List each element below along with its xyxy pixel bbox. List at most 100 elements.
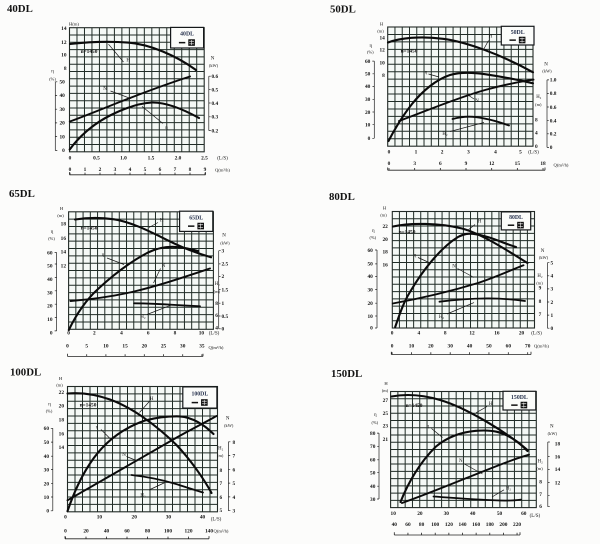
svg-text:60: 60: [370, 458, 376, 464]
svg-text:18: 18: [61, 221, 67, 227]
svg-text:(m): (m): [535, 102, 542, 107]
svg-text:2.5: 2.5: [222, 262, 229, 268]
svg-text:15: 15: [122, 343, 128, 349]
svg-text:80DL: 80DL: [509, 215, 523, 221]
svg-text:8: 8: [219, 468, 222, 474]
svg-text:Q(m³/h): Q(m³/h): [534, 343, 549, 348]
svg-text:4: 4: [417, 331, 420, 337]
svg-text:Q(m³/h): Q(m³/h): [215, 168, 230, 173]
svg-text:8: 8: [174, 331, 177, 337]
svg-text:H₂: H₂: [215, 282, 220, 287]
svg-text:(m): (m): [214, 289, 221, 294]
svg-text:20: 20: [59, 121, 65, 127]
svg-text:η: η: [427, 425, 430, 430]
svg-text:(%): (%): [372, 420, 379, 425]
svg-text:3: 3: [114, 167, 117, 173]
svg-text:5: 5: [519, 150, 522, 156]
svg-text:η: η: [165, 126, 168, 131]
svg-text:(%): (%): [46, 409, 53, 414]
svg-text:9: 9: [539, 286, 542, 292]
svg-text:H: H: [478, 220, 482, 225]
svg-text:(kW): (kW): [220, 241, 230, 246]
svg-text:3: 3: [233, 509, 236, 515]
svg-text:12: 12: [379, 48, 385, 54]
svg-text:14: 14: [555, 467, 561, 473]
svg-text:16: 16: [61, 236, 67, 242]
svg-text:(kW): (kW): [548, 431, 558, 436]
svg-text:10: 10: [44, 495, 50, 501]
svg-text:8: 8: [539, 479, 542, 485]
svg-text:7: 7: [233, 454, 236, 460]
svg-text:8: 8: [444, 331, 447, 337]
svg-text:0.2: 0.2: [212, 128, 219, 134]
svg-text:10: 10: [103, 343, 109, 349]
svg-text:8: 8: [189, 167, 192, 173]
svg-text:50: 50: [59, 80, 65, 86]
svg-text:n=1450: n=1450: [399, 230, 416, 236]
svg-text:9: 9: [465, 161, 468, 167]
svg-text:20: 20: [83, 528, 89, 534]
svg-text:0.4: 0.4: [550, 119, 557, 125]
svg-text:(m): (m): [380, 213, 387, 218]
svg-text:0: 0: [391, 343, 394, 349]
svg-text:6: 6: [219, 495, 222, 501]
svg-text:0: 0: [69, 155, 72, 161]
svg-text:N: N: [459, 459, 463, 464]
svg-text:H(m): H(m): [69, 21, 79, 26]
svg-text:8: 8: [233, 440, 236, 446]
svg-text:7: 7: [539, 312, 542, 318]
svg-text:(L/S): (L/S): [528, 151, 539, 156]
svg-text:1: 1: [84, 167, 87, 173]
svg-text:η: η: [48, 403, 51, 408]
svg-text:20: 20: [367, 301, 373, 307]
svg-text:2: 2: [551, 300, 554, 306]
svg-text:(L/S): (L/S): [530, 514, 541, 519]
svg-text:10: 10: [379, 60, 385, 66]
svg-text:0.5: 0.5: [222, 314, 229, 320]
svg-text:H: H: [60, 206, 64, 211]
svg-text:6: 6: [159, 167, 162, 173]
svg-text:0: 0: [46, 509, 49, 515]
svg-text:Q(m³/h): Q(m³/h): [554, 162, 569, 167]
svg-text:(L/S): (L/S): [209, 332, 220, 337]
svg-text:14: 14: [61, 26, 67, 32]
svg-text:12: 12: [489, 161, 495, 167]
svg-text:60: 60: [365, 59, 371, 65]
svg-text:8: 8: [539, 299, 542, 305]
svg-text:22: 22: [382, 224, 388, 230]
svg-text:0: 0: [388, 150, 391, 156]
svg-text:2: 2: [93, 331, 96, 337]
svg-text:50: 50: [47, 264, 53, 270]
svg-text:(m): (m): [536, 281, 543, 286]
svg-text:4: 4: [233, 495, 236, 501]
svg-text:40: 40: [370, 484, 376, 490]
svg-text:14: 14: [59, 445, 65, 451]
svg-text:40: 40: [47, 277, 53, 283]
svg-text:30: 30: [444, 511, 450, 517]
svg-text:8: 8: [64, 66, 67, 72]
svg-text:4: 4: [215, 326, 218, 332]
svg-text:0: 0: [551, 326, 554, 332]
svg-text:n=1450: n=1450: [81, 49, 98, 55]
svg-text:(m): (m): [377, 29, 384, 34]
svg-text:18: 18: [555, 441, 561, 447]
svg-text:16: 16: [382, 263, 388, 269]
svg-text:10: 10: [97, 515, 103, 521]
svg-text:5: 5: [85, 343, 88, 349]
svg-text:η: η: [51, 70, 54, 75]
svg-text:(%): (%): [370, 235, 377, 240]
svg-text:20: 20: [428, 343, 434, 349]
svg-text:5: 5: [219, 508, 222, 514]
svg-text:0: 0: [370, 326, 373, 332]
svg-text:16: 16: [494, 331, 500, 337]
svg-text:6: 6: [215, 313, 218, 319]
svg-text:N: N: [541, 249, 545, 254]
svg-text:1.0: 1.0: [120, 155, 127, 161]
svg-text:(m): (m): [382, 388, 389, 393]
svg-text:η: η: [414, 254, 417, 259]
svg-text:12: 12: [61, 40, 67, 46]
svg-text:220: 220: [513, 522, 521, 528]
svg-text:60: 60: [521, 511, 527, 517]
svg-text:50DL: 50DL: [511, 30, 525, 36]
svg-text:30: 30: [367, 287, 373, 293]
